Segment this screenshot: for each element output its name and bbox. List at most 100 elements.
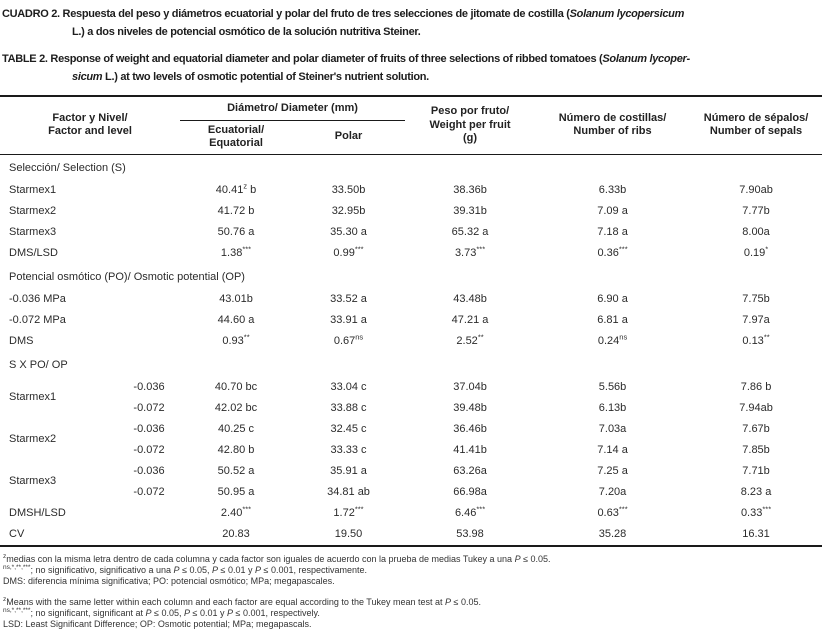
table-caption-english: TABLE 2. Response of weight and equatori… bbox=[2, 53, 690, 83]
value-cell: 8.00a bbox=[742, 225, 770, 238]
footnotes-spanish: zmedias con la misma letra dentro de cad… bbox=[3, 553, 819, 587]
table-row: -0.036 MPa 43.01b 33.52 a 43.48b 6.90 a 7.75b bbox=[0, 289, 822, 310]
row-label: DMSH/LSD bbox=[9, 506, 66, 519]
section-label: S X PO/ OP bbox=[9, 358, 68, 371]
value-cell: 41.72 b bbox=[217, 204, 255, 217]
value-cell: 33.04 c bbox=[330, 380, 367, 393]
value-cell: 42.02 bc bbox=[214, 401, 258, 414]
col-header-weight: Peso por fruto/Weight per fruit (g) bbox=[405, 96, 536, 155]
value-cell: 50.76 a bbox=[217, 225, 255, 238]
value-cell: 33.52 a bbox=[330, 292, 367, 305]
value-cell: 7.86 b bbox=[740, 380, 772, 393]
table-row: DMS 0.93** 0.67ns 2.52** 0.24ns 0.13** bbox=[0, 331, 822, 352]
value-cell: 44.60 a bbox=[217, 313, 255, 326]
value-cell: 32.45 c bbox=[330, 422, 367, 435]
table-body: Selección/ Selection (S) Starmex1 40.41z b… bbox=[0, 154, 822, 546]
row-label: Starmex3 bbox=[9, 475, 57, 487]
row-label: DMS bbox=[9, 334, 34, 347]
table-row: Starmex3 -0.036 50.52 a 35.91 a 63.26a 7.25 a… bbox=[0, 461, 822, 488]
row-label: -0.072 MPa bbox=[9, 313, 66, 326]
value-cell: 6.46*** bbox=[454, 503, 486, 519]
footnotes-english: zMeans with the same letter within each … bbox=[3, 596, 819, 630]
col-header-diameter-group: Diámetro/ Diameter (mm) bbox=[180, 96, 406, 121]
value-cell: 39.31b bbox=[453, 204, 487, 217]
value-cell: 3.73*** bbox=[454, 243, 486, 259]
value-cell: 7.94ab bbox=[739, 401, 773, 414]
value-cell: 0.93** bbox=[222, 331, 250, 347]
value-cell: 0.19* bbox=[743, 243, 769, 259]
level-cell: -0.036 bbox=[133, 380, 165, 393]
section-label: Selección/ Selection (S) bbox=[9, 161, 126, 174]
value-cell: 0.67ns bbox=[333, 331, 364, 347]
value-cell: 7.09 a bbox=[597, 204, 628, 217]
value-cell: 41.41b bbox=[453, 443, 487, 456]
value-cell: 66.98a bbox=[453, 485, 487, 498]
value-cell: 6.81 a bbox=[597, 313, 628, 326]
value-cell: 7.20a bbox=[598, 485, 627, 498]
value-cell: 1.72*** bbox=[333, 503, 364, 519]
footnote-line: LSD: Least Significant Difference; OP: O… bbox=[3, 618, 312, 629]
results-table: Factor y Nivel/Factor and level Diámetro… bbox=[0, 95, 822, 547]
col-header-sepals: Número de sépalos/Number of sepals bbox=[690, 96, 822, 155]
value-cell: 50.52 a bbox=[217, 464, 255, 477]
value-cell: 16.31 bbox=[742, 527, 770, 540]
value-cell: 50.95 a bbox=[217, 485, 255, 498]
value-cell: 0.63*** bbox=[597, 503, 628, 519]
col-header-ribs: Número de costillas/Number of ribs bbox=[535, 96, 691, 155]
table-row: Starmex2 41.72 b 32.95b 39.31b 7.09 a 7.77b bbox=[0, 201, 822, 222]
value-cell: 7.67b bbox=[742, 422, 770, 435]
value-cell: 37.04b bbox=[453, 380, 487, 393]
row-label: Starmex2 bbox=[9, 204, 57, 217]
table-row: Starmex3 50.76 a 35.30 a 65.32 a 7.18 a 8.00a bbox=[0, 222, 822, 243]
row-label: Starmex3 bbox=[9, 225, 57, 238]
value-cell: 40.25 c bbox=[217, 422, 255, 435]
table-row: DMS/LSD 1.38*** 0.99*** 3.73*** 0.36*** 0.19* bbox=[0, 243, 822, 264]
col-header-equatorial: Ecuatorial/Equatorial bbox=[180, 120, 293, 155]
value-cell: 63.26a bbox=[453, 464, 487, 477]
footnote-line: ns,*,**,***; no significativo, significa… bbox=[3, 563, 368, 575]
value-cell: 6.13b bbox=[598, 401, 627, 414]
value-cell: 0.13** bbox=[742, 331, 770, 347]
value-cell: 0.99*** bbox=[333, 243, 364, 259]
value-cell: 43.01b bbox=[219, 292, 253, 305]
table-row: -0.072 50.95 a 34.81 ab 66.98a 7.20a 8.23 a bbox=[0, 482, 822, 503]
value-cell: 7.75b bbox=[742, 292, 770, 305]
value-cell: 0.24ns bbox=[597, 331, 628, 347]
value-cell: 5.56b bbox=[598, 380, 627, 393]
value-cell: 35.28 bbox=[598, 527, 627, 540]
value-cell: 33.33 c bbox=[330, 443, 367, 456]
row-label: CV bbox=[9, 527, 25, 540]
value-cell: 40.70 bc bbox=[214, 380, 258, 393]
row-label: DMS/LSD bbox=[9, 246, 58, 259]
table-row: -0.072 42.80 b 33.33 c 41.41b 7.14 a 7.85b bbox=[0, 440, 822, 461]
level-cell: -0.036 bbox=[133, 422, 165, 435]
section-row: Potencial osmótico (PO)/ Osmotic potenti… bbox=[0, 264, 822, 289]
footnotes: zmedias con la misma letra dentro de cad… bbox=[0, 553, 822, 630]
value-cell: 7.85b bbox=[742, 443, 770, 456]
level-cell: -0.036 bbox=[133, 464, 165, 477]
table-row: -0.072 42.02 bc 33.88 c 39.48b 6.13b 7.94ab bbox=[0, 398, 822, 419]
section-label: Potencial osmótico (PO)/ Osmotic potenti… bbox=[9, 270, 245, 283]
value-cell: 7.18 a bbox=[597, 225, 628, 238]
value-cell: 38.36b bbox=[453, 183, 487, 196]
value-cell: 39.48b bbox=[453, 401, 487, 414]
value-cell: 43.48b bbox=[453, 292, 487, 305]
value-cell: 53.98 bbox=[456, 527, 484, 540]
section-row: Selección/ Selection (S) bbox=[0, 154, 822, 180]
value-cell: 0.33*** bbox=[740, 503, 772, 519]
row-label: -0.036 MPa bbox=[9, 292, 66, 305]
row-label: Starmex1 bbox=[9, 183, 57, 196]
value-cell: 47.21 a bbox=[451, 313, 489, 326]
value-cell: 7.71b bbox=[742, 464, 770, 477]
table-row: DMSH/LSD 2.40*** 1.72*** 6.46*** 0.63*** 0.33… bbox=[0, 503, 822, 524]
value-cell: 35.30 a bbox=[330, 225, 367, 238]
footnote-line: DMS: diferencia mínima significativa; PO… bbox=[3, 575, 335, 586]
value-cell: 42.80 b bbox=[217, 443, 255, 456]
level-cell: -0.072 bbox=[133, 485, 165, 498]
section-row: S X PO/ OP bbox=[0, 352, 822, 377]
value-cell: 65.32 a bbox=[451, 225, 489, 238]
value-cell: 7.14 a bbox=[597, 443, 628, 456]
value-cell: 7.77b bbox=[742, 204, 770, 217]
value-cell: 19.50 bbox=[334, 527, 363, 540]
